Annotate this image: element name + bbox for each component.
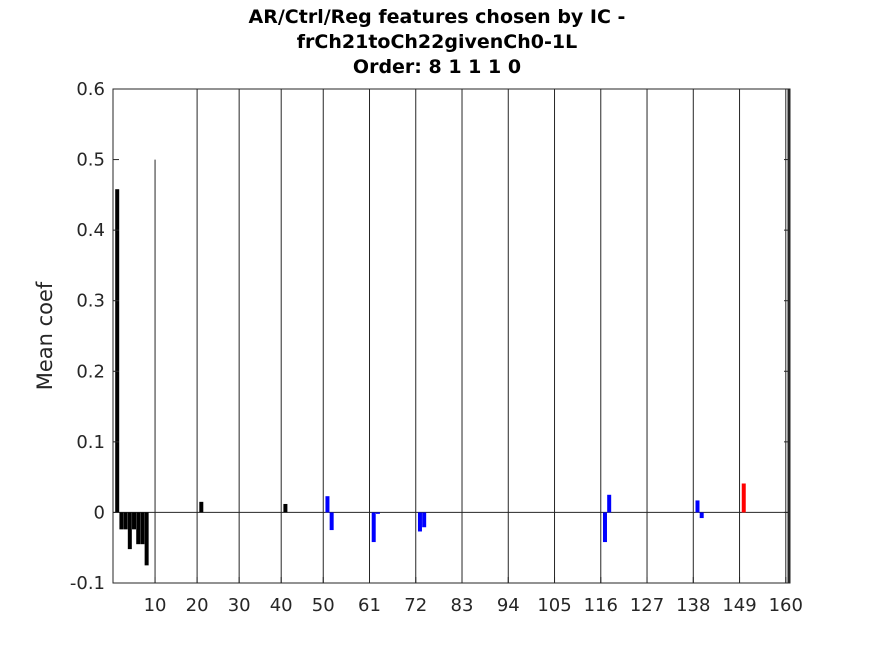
- bar-reg-52: [329, 512, 334, 531]
- y-tick-label: 0: [94, 502, 105, 523]
- y-tick-label: 0.3: [76, 291, 105, 312]
- plot-area: [112, 88, 791, 584]
- x-tick-label: 116: [584, 595, 618, 616]
- bar-reg-117: [602, 512, 607, 543]
- x-axis-ticks: 10 20 30 40 50 61 72 83 94 105 116 127 138 149 160: [144, 577, 803, 616]
- bar-ar-8: [144, 512, 149, 566]
- x-tick-label: 10: [144, 595, 167, 616]
- title-line-1: AR/Ctrl/Reg features chosen by IC -: [249, 6, 626, 28]
- x-tick-label: 149: [722, 595, 756, 616]
- bar-reg-118: [607, 494, 612, 513]
- bar-ctrl-150: [741, 483, 746, 513]
- x-tick-label: 72: [404, 595, 427, 616]
- x-tick-label: 105: [537, 595, 571, 616]
- bar-ar-5: [132, 512, 137, 530]
- x-tick-label: 83: [451, 595, 474, 616]
- y-tick-label: 0.6: [76, 79, 105, 100]
- x-tick-label: 127: [630, 595, 664, 616]
- y-axis-label: Mean coef: [33, 281, 57, 390]
- chart-title: AR/Ctrl/Reg features chosen by IC - frCh2…: [249, 6, 626, 78]
- x-tick-label: 138: [676, 595, 710, 616]
- x-tick-label: 20: [186, 595, 209, 616]
- x-tick-label: 160: [769, 595, 803, 616]
- x-tick-label: 50: [312, 595, 335, 616]
- title-line-3: Order: 8 1 1 1 0: [353, 56, 521, 78]
- x-tick-label: 40: [270, 595, 293, 616]
- x-tick-label: 94: [497, 595, 520, 616]
- y-tick-label: 0.4: [76, 220, 105, 241]
- bar-ar-3: [123, 512, 128, 530]
- bar-ar-1: [115, 189, 120, 513]
- bar-reg-140: [699, 512, 704, 519]
- bar-reg-74: [422, 512, 427, 528]
- y-tick-label: -0.1: [70, 573, 105, 594]
- x-tick-label: 30: [228, 595, 251, 616]
- bar-reg-62: [371, 512, 376, 543]
- x-tick-label: 61: [358, 595, 381, 616]
- bar-ar-41: [283, 503, 288, 513]
- bar-reg-51: [325, 496, 330, 513]
- bar-ar-2: [119, 512, 124, 530]
- bar-ar-21: [199, 501, 204, 513]
- bar-ar-4: [127, 512, 132, 550]
- bar-reg-73: [417, 512, 422, 532]
- y-axis-ticks: -0.1 0 0.1 0.2 0.3 0.4 0.5 0.6: [70, 79, 790, 594]
- y-tick-label: 0.5: [76, 150, 105, 171]
- bar-ar-6: [136, 512, 141, 545]
- bar-ar-7: [140, 512, 145, 545]
- title-line-2: frCh21toCh22givenCh0-1L: [297, 31, 577, 53]
- bar-reg-63: [375, 512, 380, 514]
- plot-frame: [112, 88, 791, 584]
- y-tick-label: 0.2: [76, 361, 105, 382]
- y-tick-label: 0.1: [76, 432, 105, 453]
- bar-reg-139: [695, 500, 700, 513]
